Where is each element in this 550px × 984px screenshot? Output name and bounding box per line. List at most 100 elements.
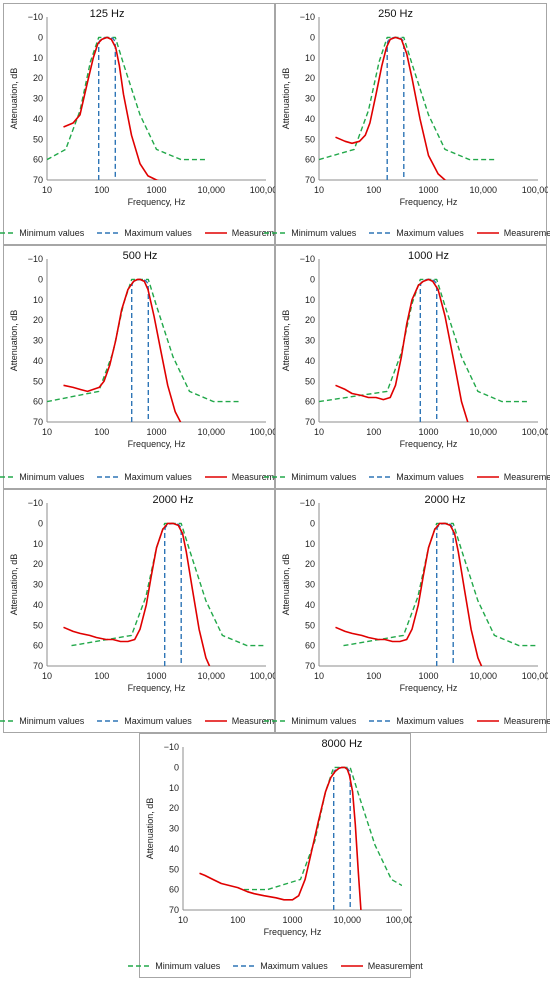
x-tick-label: 1000 bbox=[418, 185, 438, 195]
x-tick-label: 100,000 bbox=[522, 427, 548, 437]
legend-swatch bbox=[476, 232, 499, 234]
chart-title: 250 Hz bbox=[378, 8, 413, 20]
measurement-line bbox=[335, 522, 483, 666]
legend-item: Measurement bbox=[204, 228, 287, 238]
y-tick-label: 60 bbox=[305, 155, 315, 165]
y-tick-label: 10 bbox=[305, 53, 315, 63]
chart-panel: −1001020304050607010100100010,000100,000… bbox=[0, 489, 287, 733]
chart-legend: Minimum values Maximum values Measurement bbox=[264, 472, 550, 482]
minimum-values-line bbox=[47, 278, 239, 403]
y-axis-title: Attenuation, dB bbox=[9, 68, 19, 130]
y-tick-label: 40 bbox=[33, 114, 43, 124]
x-tick-label: 100,000 bbox=[522, 671, 548, 681]
y-tick-label: 70 bbox=[33, 661, 43, 671]
chart-svg: −1001020304050607010100100010,000100,000… bbox=[9, 250, 276, 449]
x-tick-label: 100 bbox=[230, 915, 245, 925]
minimum-values-line bbox=[343, 522, 538, 647]
chart-title: 1000 Hz bbox=[408, 250, 449, 262]
y-tick-label: 20 bbox=[305, 315, 315, 325]
x-axis-title: Frequency, Hz bbox=[264, 927, 322, 937]
legend-item: Maximum values bbox=[368, 228, 464, 238]
legend-label: Measurement bbox=[231, 228, 287, 238]
y-tick-label: 30 bbox=[33, 94, 43, 104]
legend-swatch bbox=[264, 476, 287, 478]
legend-item: Measurement bbox=[204, 716, 287, 726]
legend-swatch bbox=[97, 720, 120, 722]
x-tick-label: 10 bbox=[314, 671, 324, 681]
y-axis-title: Attenuation, dB bbox=[281, 554, 291, 616]
y-tick-label: 40 bbox=[305, 114, 315, 124]
x-tick-label: 10,000 bbox=[469, 427, 497, 437]
x-tick-label: 10,000 bbox=[197, 427, 225, 437]
chart-svg: −1001020304050607010100100010,000100,000… bbox=[281, 494, 548, 693]
x-axis-title: Frequency, Hz bbox=[400, 439, 458, 449]
legend-label: Minimum values bbox=[19, 228, 85, 238]
measurement-line bbox=[335, 36, 447, 180]
y-tick-label: −10 bbox=[28, 254, 43, 264]
legend-swatch bbox=[264, 232, 287, 234]
y-tick-label: 40 bbox=[33, 600, 43, 610]
legend-item: Minimum values bbox=[263, 228, 356, 238]
legend-label: Measurement bbox=[503, 716, 550, 726]
y-tick-label: 20 bbox=[33, 315, 43, 325]
chart-svg: −1001020304050607010100100010,000100,000… bbox=[9, 494, 276, 693]
x-axis-title: Frequency, Hz bbox=[128, 197, 186, 207]
x-tick-label: 100 bbox=[366, 185, 381, 195]
legend-swatch bbox=[204, 476, 227, 478]
legend-label: Maximum values bbox=[396, 472, 464, 482]
x-tick-label: 1000 bbox=[146, 427, 166, 437]
y-tick-label: 70 bbox=[305, 417, 315, 427]
chart-legend: Minimum values Maximum values Measurement bbox=[264, 716, 550, 726]
y-tick-label: 50 bbox=[169, 864, 179, 874]
x-tick-label: 1000 bbox=[146, 185, 166, 195]
chart-panel: −1001020304050607010100100010,000100,000… bbox=[264, 3, 550, 245]
x-tick-label: 100 bbox=[94, 427, 109, 437]
minimum-values-line bbox=[244, 766, 402, 891]
legend-label: Maximum values bbox=[124, 228, 192, 238]
legend-swatch bbox=[204, 232, 227, 234]
y-tick-label: 10 bbox=[33, 539, 43, 549]
y-axis-title: Attenuation, dB bbox=[281, 310, 291, 372]
legend-item: Maximum values bbox=[232, 961, 328, 971]
x-tick-label: 100,000 bbox=[522, 185, 548, 195]
y-tick-label: 70 bbox=[305, 661, 315, 671]
chart-svg: −1001020304050607010100100010,000100,000… bbox=[281, 8, 548, 207]
y-tick-label: 10 bbox=[305, 539, 315, 549]
legend-label: Minimum values bbox=[19, 472, 85, 482]
legend-label: Measurement bbox=[231, 716, 287, 726]
y-tick-label: 60 bbox=[169, 885, 179, 895]
x-tick-label: 10,000 bbox=[197, 185, 225, 195]
y-tick-label: 70 bbox=[169, 905, 179, 915]
chart-panel: −1001020304050607010100100010,000100,000… bbox=[264, 489, 550, 733]
minimum-values-line bbox=[47, 36, 206, 161]
y-tick-label: 20 bbox=[305, 73, 315, 83]
y-tick-label: 20 bbox=[33, 73, 43, 83]
chart-legend: Minimum values Maximum values Measurement bbox=[264, 228, 550, 238]
y-tick-label: −10 bbox=[28, 12, 43, 22]
legend-item: Maximum values bbox=[96, 228, 192, 238]
legend-label: Maximum values bbox=[260, 961, 328, 971]
y-axis-title: Attenuation, dB bbox=[281, 68, 291, 130]
measurement-line bbox=[63, 36, 160, 180]
chart-panel: −1001020304050607010100100010,000100,000… bbox=[128, 733, 423, 978]
legend-item: Measurement bbox=[204, 472, 287, 482]
legend-swatch bbox=[369, 232, 392, 234]
x-axis-title: Frequency, Hz bbox=[400, 683, 458, 693]
y-tick-label: 0 bbox=[310, 518, 315, 528]
y-axis-title: Attenuation, dB bbox=[9, 310, 19, 372]
x-tick-label: 100,000 bbox=[250, 185, 276, 195]
legend-item: Maximum values bbox=[368, 472, 464, 482]
y-tick-label: 10 bbox=[33, 53, 43, 63]
legend-item: Maximum values bbox=[368, 716, 464, 726]
x-tick-label: 10 bbox=[314, 427, 324, 437]
legend-item: Minimum values bbox=[263, 716, 356, 726]
y-tick-label: 10 bbox=[33, 295, 43, 305]
y-tick-label: 50 bbox=[305, 620, 315, 630]
x-tick-label: 100 bbox=[366, 671, 381, 681]
x-axis-title: Frequency, Hz bbox=[128, 683, 186, 693]
x-tick-label: 10 bbox=[42, 427, 52, 437]
legend-label: Minimum values bbox=[155, 961, 221, 971]
y-tick-label: −10 bbox=[300, 498, 315, 508]
chart-title: 8000 Hz bbox=[321, 738, 362, 750]
chart-title: 2000 Hz bbox=[152, 494, 193, 506]
